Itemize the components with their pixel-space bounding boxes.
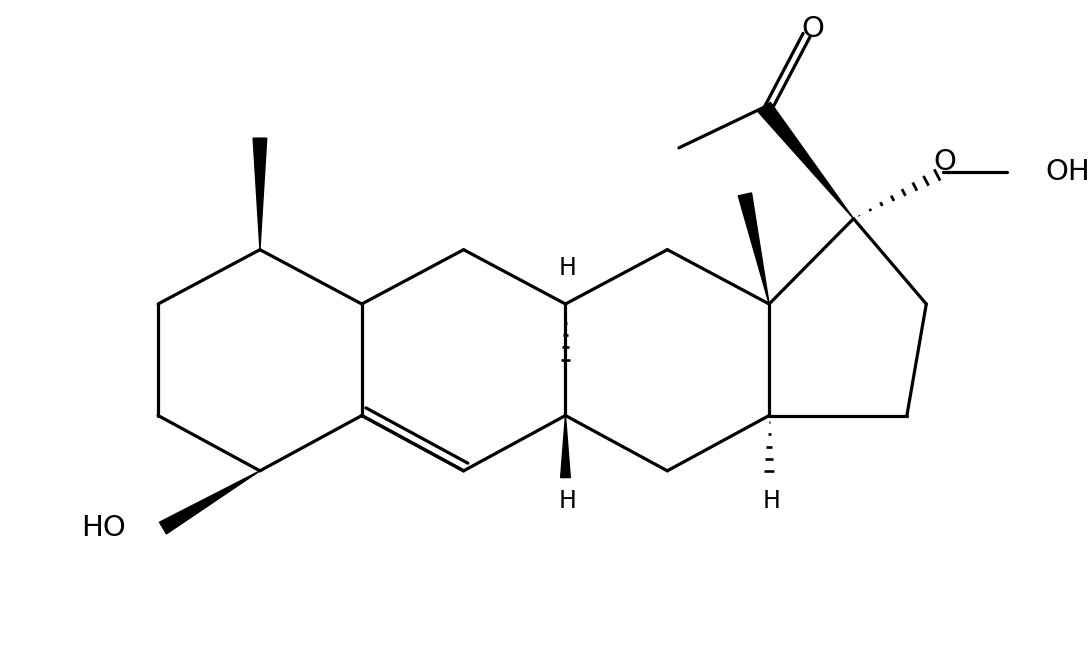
Text: O: O: [801, 15, 824, 42]
Polygon shape: [159, 471, 259, 534]
Polygon shape: [560, 415, 570, 478]
Text: H: H: [558, 256, 577, 280]
Polygon shape: [253, 138, 267, 250]
Polygon shape: [759, 102, 853, 218]
Polygon shape: [738, 193, 770, 304]
Text: H: H: [558, 489, 577, 513]
Text: HO: HO: [82, 514, 126, 542]
Text: O: O: [933, 149, 956, 176]
Text: OH: OH: [1045, 158, 1090, 186]
Text: H: H: [762, 489, 780, 513]
